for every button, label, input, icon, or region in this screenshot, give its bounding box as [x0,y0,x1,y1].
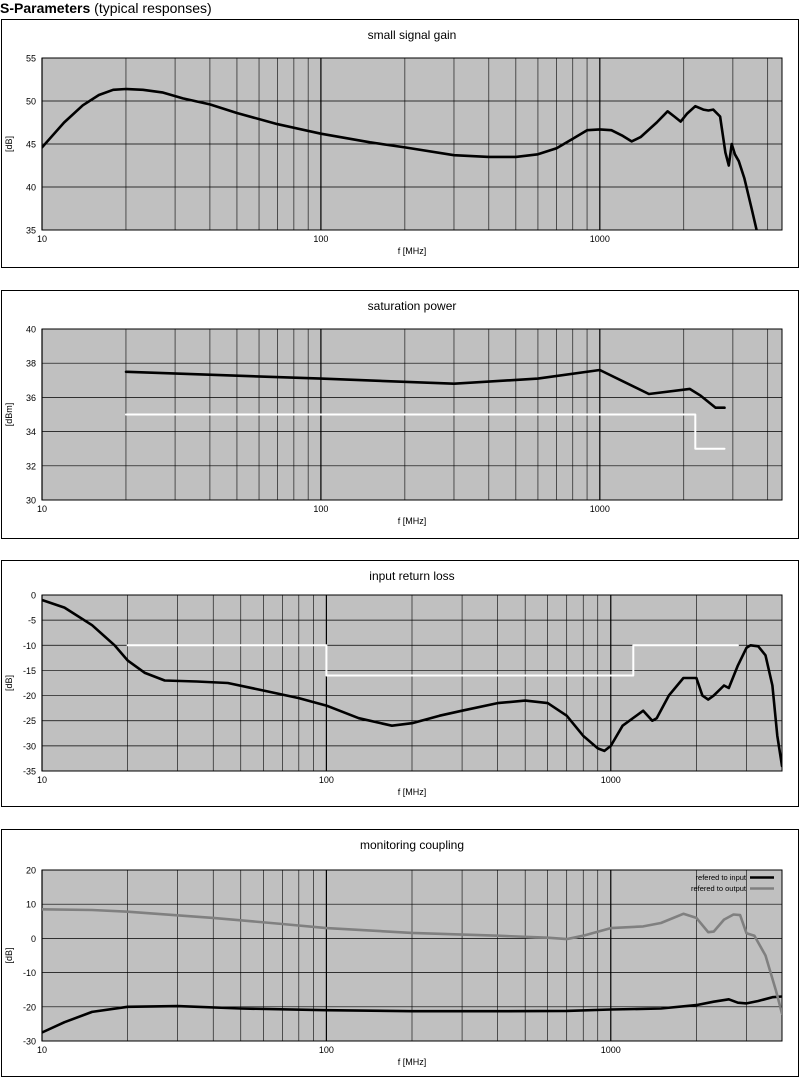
y-tick-label: 38 [26,359,36,369]
y-axis-label: [dB] [4,136,14,152]
spec-limit-line [126,644,739,677]
y-tick-label: 40 [26,325,36,335]
y-axis-label: [dB] [4,675,14,691]
plot-frame [41,328,783,501]
legend-label: refered to input [696,873,747,882]
legend-label: refered to output [691,884,747,893]
heading-rest: (typical responses) [94,0,212,16]
chart-2: 30 32 34 36 38 40 10 100 1000 saturation power f [… [1,290,799,539]
y-tick-label: -25 [23,716,36,726]
spec-limit-line [125,413,726,450]
x-tick-label: 100 [313,504,328,514]
x-tick-label: 10 [37,1045,47,1055]
x-tick-label: 10 [37,234,47,244]
x-tick-label: 10 [37,775,47,785]
y-tick-label: 0 [31,934,36,944]
chart-title: small signal gain [368,28,457,42]
y-tick-label: 30 [26,496,36,506]
x-tick-label: 100 [313,234,328,244]
y-axis-label: [dB] [4,947,14,963]
y-tick-label: -30 [23,741,36,751]
y-tick-label: 0 [31,591,36,601]
y-tick-label: -10 [23,968,36,978]
chart-3: -35 -30 -25 -20 -15 -10 -5 0 10 100 1000 input retu… [1,560,799,807]
series-line-2 [42,907,782,1015]
x-tick-label: 1000 [601,1045,621,1055]
heading-bold: S-Parameters [0,0,91,16]
chart-title: monitoring coupling [360,838,464,852]
y-tick-label: -10 [23,641,36,651]
x-tick-label: 100 [319,1045,334,1055]
y-tick-label: -30 [23,1037,36,1047]
plot-frame [41,57,783,231]
x-axis-label: f [MHz] [398,246,427,256]
y-tick-label: 45 [26,140,36,150]
x-tick-label: 1000 [590,234,610,244]
y-tick-label: -20 [23,691,36,701]
x-tick-label: 1000 [601,775,621,785]
y-tick-label: 40 [26,183,36,193]
x-tick-label: 10 [37,504,47,514]
y-tick-label: 20 [26,866,36,876]
series-line-1 [42,995,782,1034]
y-axis-label: [dBm] [4,403,14,427]
y-tick-label: -35 [23,767,36,777]
y-tick-label: 35 [26,226,36,236]
y-tick-label: 50 [26,97,36,107]
x-axis-label: f [MHz] [398,1057,427,1067]
x-tick-label: 100 [319,775,334,785]
y-tick-label: 36 [26,393,36,403]
y-tick-label: 55 [26,54,36,64]
chart-title: saturation power [368,299,457,313]
series-line-1 [42,598,782,768]
y-tick-label: -15 [23,666,36,676]
y-tick-label: -20 [23,1002,36,1012]
plot-frame [41,869,783,1042]
x-axis-label: f [MHz] [398,787,427,797]
series-line-1 [42,87,758,230]
y-tick-label: 34 [26,427,36,437]
chart-1: 35 40 45 50 55 10 100 1000 small signal gain f [M… [1,19,799,268]
y-tick-label: -5 [28,616,36,626]
page-heading: S-Parameters (typical responses) [0,0,212,16]
x-axis-label: f [MHz] [398,516,427,526]
x-tick-label: 1000 [590,504,610,514]
y-tick-label: 32 [26,461,36,471]
chart-4: -30 -20 -10 0 10 20 10 100 1000 monitoring coupli… [1,829,799,1077]
series-line-1 [124,368,726,410]
chart-title: input return loss [369,569,454,583]
y-tick-label: 10 [26,900,36,910]
plot-frame [41,594,783,772]
